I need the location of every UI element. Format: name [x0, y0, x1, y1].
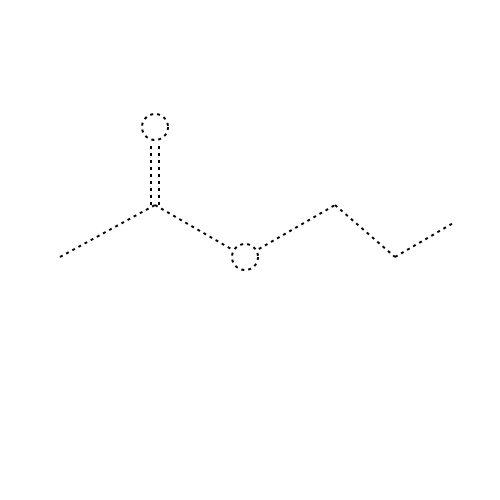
atoms [142, 114, 258, 270]
oxygen-atom [142, 114, 168, 140]
molecule-diagram [0, 0, 500, 500]
bonds [60, 143, 455, 257]
oxygen-atom [232, 244, 258, 270]
